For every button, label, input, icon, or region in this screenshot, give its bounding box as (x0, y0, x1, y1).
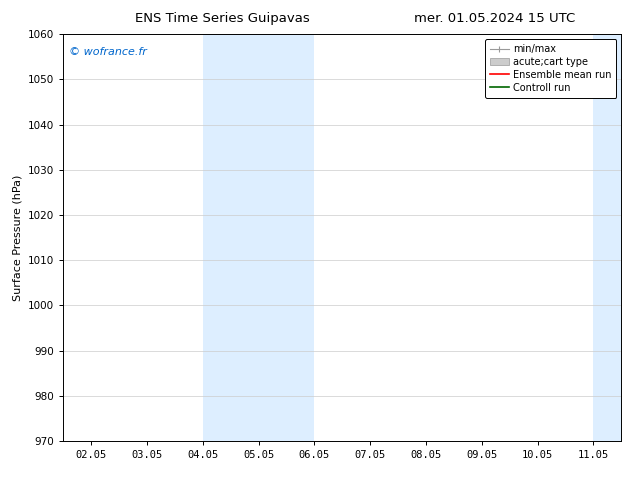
Text: ENS Time Series Guipavas: ENS Time Series Guipavas (134, 12, 309, 25)
Bar (593, 34, 621, 441)
Text: mer. 01.05.2024 15 UTC: mer. 01.05.2024 15 UTC (414, 12, 575, 25)
Text: © wofrance.fr: © wofrance.fr (69, 47, 147, 56)
Y-axis label: Surface Pressure (hPa): Surface Pressure (hPa) (13, 174, 23, 301)
Legend: min/max, acute;cart type, Ensemble mean run, Controll run: min/max, acute;cart type, Ensemble mean … (485, 39, 616, 98)
Bar (203, 34, 259, 441)
Bar (259, 34, 314, 441)
